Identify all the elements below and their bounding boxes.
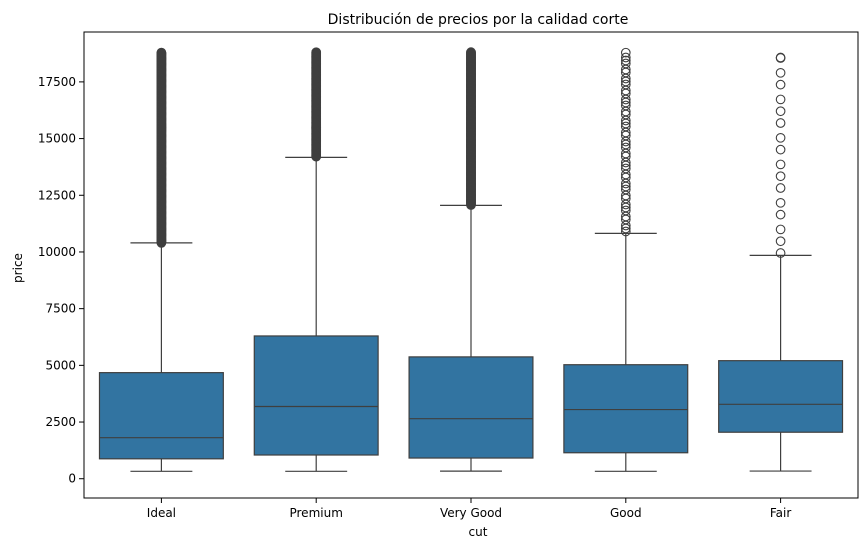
x-tick-label: Very Good	[440, 506, 502, 520]
box-premium	[253, 335, 379, 456]
outlier-point	[620, 55, 631, 66]
box-ideal	[98, 372, 224, 460]
outlier-point	[775, 118, 786, 128]
outlier-point	[775, 94, 786, 105]
outlier-point	[775, 132, 786, 143]
plot-area: 0 2500 5000 7500 10000 12500 15000 17500 Ideal Pr…	[38, 47, 844, 520]
outlier-point	[775, 52, 786, 63]
chart-title: Distribución de precios por la calidad c…	[328, 12, 629, 28]
x-tick-label: Good	[610, 506, 642, 520]
box-good	[563, 364, 689, 454]
y-tick-label: 2500	[45, 415, 76, 429]
outlier-point	[775, 209, 786, 220]
outlier-point	[620, 79, 631, 90]
y-tick-label: 15000	[38, 132, 76, 146]
outlier-point	[466, 47, 476, 57]
outlier-point	[620, 58, 631, 69]
y-axis-label: price	[11, 253, 25, 283]
plot-frame	[83, 31, 859, 499]
outlier-point	[620, 142, 631, 153]
outlier-point	[620, 184, 631, 195]
x-tick-label: Ideal	[147, 506, 176, 520]
y-tick-label: 10000	[38, 245, 76, 259]
outlier-point	[311, 47, 322, 58]
outlier-point	[775, 144, 786, 155]
outlier-point	[775, 106, 786, 117]
x-axis-label: cut	[469, 525, 488, 539]
outlier-point	[620, 163, 631, 174]
outlier-point	[620, 52, 631, 63]
box-fair	[718, 360, 844, 433]
y-tick-label: 5000	[45, 358, 76, 372]
x-tick-label: Premium	[289, 506, 342, 520]
outlier-point	[775, 67, 786, 78]
outlier-point	[620, 205, 631, 216]
x-tick-label: Fair	[770, 506, 791, 520]
outlier-point	[775, 236, 786, 247]
y-tick-label: 17500	[38, 75, 76, 89]
outlier-point	[620, 226, 631, 237]
outlier-point	[156, 47, 167, 58]
outlier-point	[775, 171, 786, 182]
y-tick-label: 12500	[38, 188, 76, 202]
outlier-point	[620, 47, 631, 58]
outlier-point	[775, 79, 786, 90]
outlier-point	[775, 183, 786, 193]
y-tick-label: 7500	[45, 302, 76, 316]
outlier-point	[620, 121, 631, 132]
outlier-point	[775, 224, 786, 235]
outlier-point	[775, 248, 786, 258]
box-very-good	[408, 356, 534, 459]
outlier-point	[775, 159, 786, 170]
outlier-point	[775, 197, 786, 208]
y-tick-label: 0	[68, 472, 76, 486]
outlier-point	[620, 100, 631, 111]
